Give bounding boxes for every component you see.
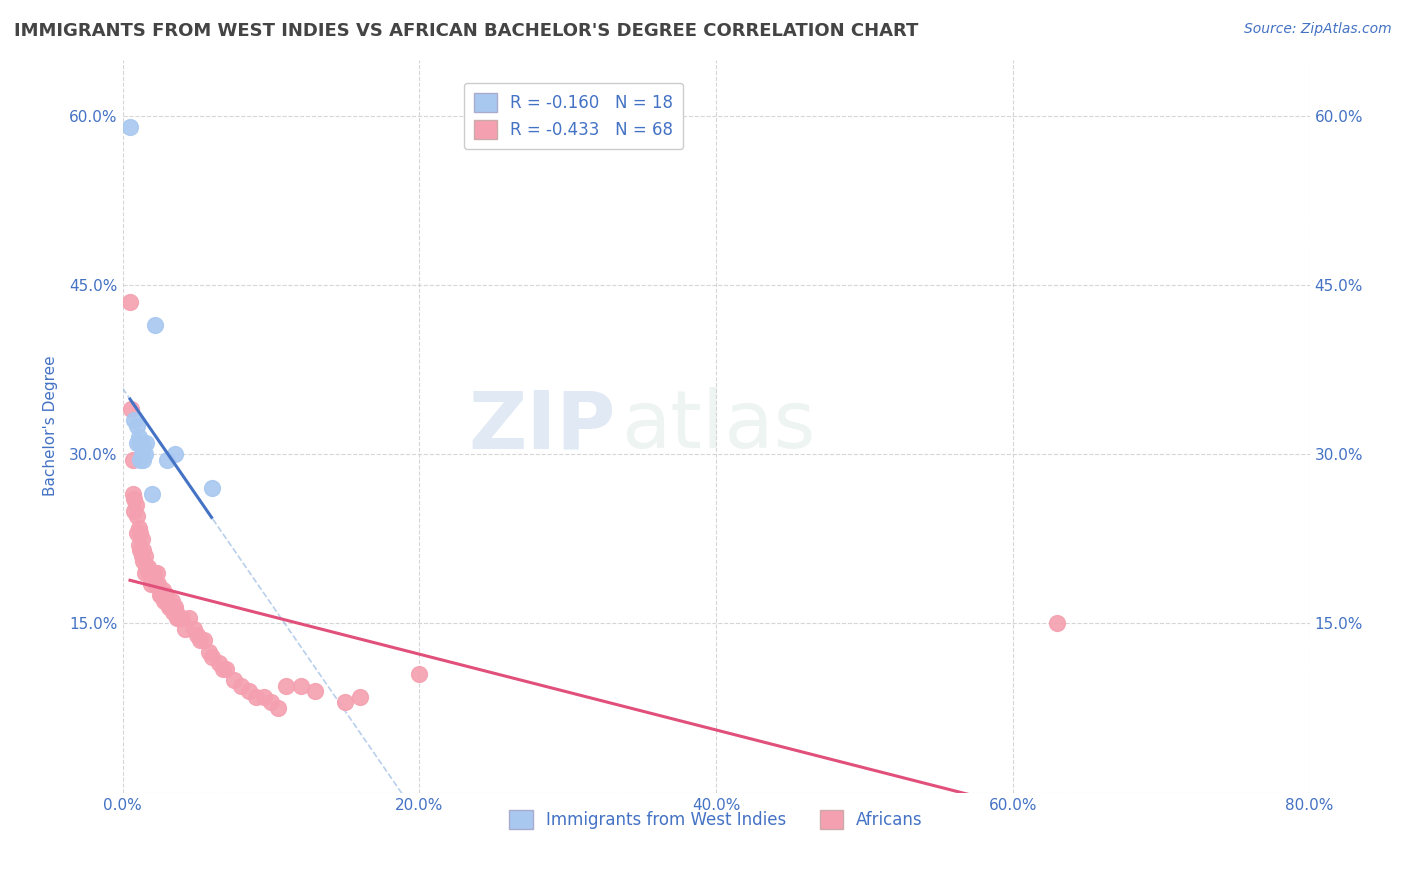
Point bbox=[139, 577, 162, 591]
Y-axis label: Bachelor's Degree: Bachelor's Degree bbox=[44, 356, 58, 497]
Point bbox=[124, 492, 146, 507]
Point bbox=[167, 611, 190, 625]
Text: ZIP: ZIP bbox=[468, 387, 616, 465]
Point bbox=[163, 447, 186, 461]
Point bbox=[179, 611, 201, 625]
Point bbox=[143, 577, 166, 591]
Point bbox=[349, 690, 371, 704]
Point bbox=[121, 402, 143, 417]
Point bbox=[212, 662, 235, 676]
Point bbox=[127, 509, 149, 524]
Point bbox=[208, 656, 231, 670]
Point bbox=[141, 487, 163, 501]
Point bbox=[141, 566, 163, 580]
Point bbox=[197, 645, 219, 659]
Point bbox=[231, 679, 253, 693]
Point bbox=[127, 436, 149, 450]
Point bbox=[145, 566, 167, 580]
Point bbox=[163, 599, 186, 614]
Point bbox=[129, 436, 152, 450]
Point bbox=[165, 605, 187, 619]
Point bbox=[122, 487, 145, 501]
Point bbox=[245, 690, 267, 704]
Point bbox=[333, 695, 356, 709]
Point bbox=[222, 673, 245, 687]
Point bbox=[170, 611, 193, 625]
Point bbox=[128, 521, 150, 535]
Point bbox=[118, 120, 141, 135]
Point bbox=[408, 667, 430, 681]
Point bbox=[155, 588, 177, 602]
Point bbox=[131, 549, 153, 563]
Text: Source: ZipAtlas.com: Source: ZipAtlas.com bbox=[1244, 22, 1392, 37]
Point bbox=[304, 684, 326, 698]
Point bbox=[143, 318, 166, 332]
Point bbox=[186, 628, 208, 642]
Point bbox=[193, 633, 215, 648]
Point bbox=[134, 549, 156, 563]
Point bbox=[129, 526, 152, 541]
Point bbox=[134, 566, 156, 580]
Point bbox=[188, 633, 211, 648]
Point bbox=[131, 532, 153, 546]
Point bbox=[157, 599, 180, 614]
Point bbox=[132, 453, 155, 467]
Point bbox=[132, 554, 155, 568]
Point bbox=[134, 447, 156, 461]
Legend: Immigrants from West Indies, Africans: Immigrants from West Indies, Africans bbox=[502, 803, 929, 836]
Point bbox=[128, 537, 150, 551]
Point bbox=[129, 453, 152, 467]
Point bbox=[159, 599, 181, 614]
Point bbox=[128, 430, 150, 444]
Point bbox=[238, 684, 260, 698]
Point bbox=[166, 611, 188, 625]
Point bbox=[135, 560, 157, 574]
Point bbox=[125, 498, 148, 512]
Point bbox=[201, 650, 224, 665]
Text: IMMIGRANTS FROM WEST INDIES VS AFRICAN BACHELOR'S DEGREE CORRELATION CHART: IMMIGRANTS FROM WEST INDIES VS AFRICAN B… bbox=[14, 22, 918, 40]
Point bbox=[135, 436, 157, 450]
Point bbox=[118, 295, 141, 310]
Point bbox=[150, 588, 173, 602]
Point bbox=[127, 419, 149, 434]
Point bbox=[260, 695, 283, 709]
Point bbox=[152, 582, 174, 597]
Point bbox=[267, 701, 290, 715]
Point bbox=[136, 560, 159, 574]
Point bbox=[162, 605, 184, 619]
Point bbox=[149, 588, 172, 602]
Point bbox=[274, 679, 297, 693]
Point bbox=[153, 594, 176, 608]
Point bbox=[148, 577, 170, 591]
Point bbox=[174, 622, 197, 636]
Point bbox=[156, 594, 179, 608]
Point bbox=[142, 566, 165, 580]
Point bbox=[215, 662, 238, 676]
Point bbox=[127, 526, 149, 541]
Point bbox=[290, 679, 312, 693]
Point bbox=[124, 504, 146, 518]
Point bbox=[138, 566, 160, 580]
Text: atlas: atlas bbox=[621, 387, 815, 465]
Point bbox=[132, 543, 155, 558]
Point bbox=[160, 594, 183, 608]
Point bbox=[183, 622, 205, 636]
Point bbox=[129, 543, 152, 558]
Point bbox=[122, 453, 145, 467]
Point bbox=[124, 413, 146, 427]
Point bbox=[131, 436, 153, 450]
Point bbox=[1046, 616, 1069, 631]
Point bbox=[131, 447, 153, 461]
Point bbox=[132, 438, 155, 452]
Point bbox=[201, 481, 224, 495]
Point bbox=[156, 453, 179, 467]
Point bbox=[252, 690, 274, 704]
